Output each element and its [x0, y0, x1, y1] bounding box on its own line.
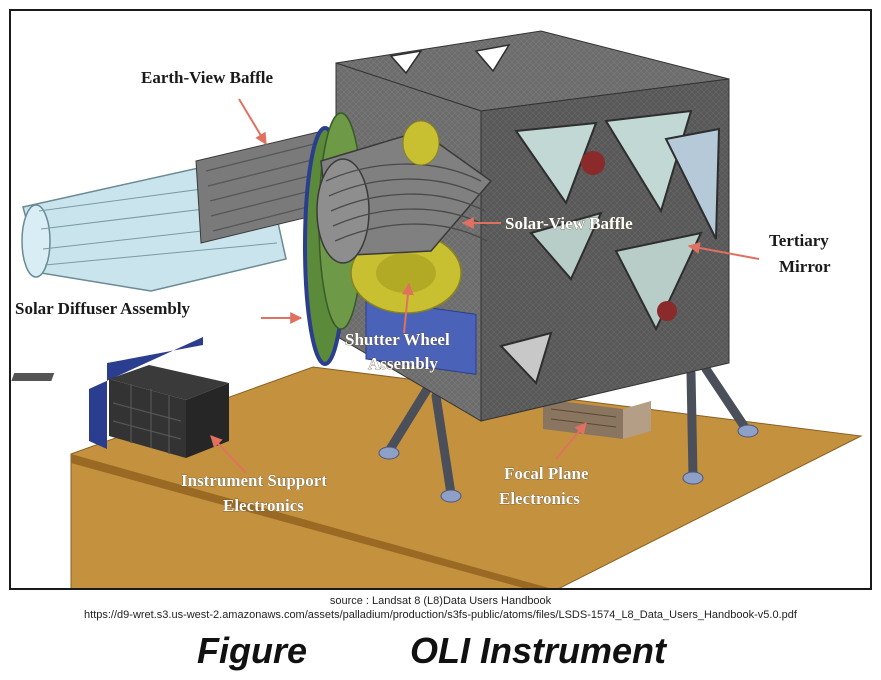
- arrow-focal-plane: [555, 422, 587, 460]
- arrow-earth-view-baffle: [238, 98, 267, 146]
- label-instrument-support-1: Instrument Support: [181, 471, 327, 490]
- platform-edge: [71, 454, 549, 588]
- callout-arrows: [210, 98, 760, 474]
- oli-instrument-diagram: Earth-View Baffle Solar-View Baffle Tert…: [11, 30, 863, 588]
- focal-plane-electronics: [543, 399, 651, 439]
- caption-figure: Figure: [197, 630, 308, 671]
- label-shutter-wheel-2: Assembly: [368, 354, 438, 373]
- diagram-frame: Earth-View Baffle Solar-View Baffle Tert…: [9, 9, 872, 590]
- label-solar-view-baffle: Solar-View Baffle: [505, 214, 633, 233]
- label-earth-view-baffle: Earth-View Baffle: [141, 68, 273, 87]
- arrow-tertiary-mirror: [687, 242, 760, 260]
- label-tertiary-mirror-1: Tertiary: [769, 231, 829, 250]
- arrow-shutter-wheel: [401, 282, 414, 334]
- leg-feet: [378, 424, 759, 503]
- arrow-instrument-support: [210, 435, 247, 474]
- platform-base: [70, 366, 863, 588]
- support-legs: [384, 364, 751, 499]
- instrument-support-electronics: [11, 337, 229, 458]
- label-shutter-wheel-1: Shutter Wheel: [345, 330, 450, 349]
- source-url: https://d9-wret.s3.us-west-2.amazonaws.c…: [84, 609, 797, 621]
- earth-view-baffle: [21, 128, 334, 292]
- label-focal-plane-2: Electronics: [499, 489, 580, 508]
- label-focal-plane-1: Focal Plane: [504, 464, 589, 483]
- label-instrument-support-2: Electronics: [223, 496, 304, 515]
- label-tertiary-mirror-2: Mirror: [779, 257, 831, 276]
- label-solar-diffuser-assembly: Solar Diffuser Assembly: [15, 299, 191, 318]
- caption-title: OLI Instrument: [410, 630, 667, 671]
- solar-view-baffle: [316, 120, 493, 264]
- source-citation: source : Landsat 8 (L8)Data Users Handbo…: [329, 595, 552, 607]
